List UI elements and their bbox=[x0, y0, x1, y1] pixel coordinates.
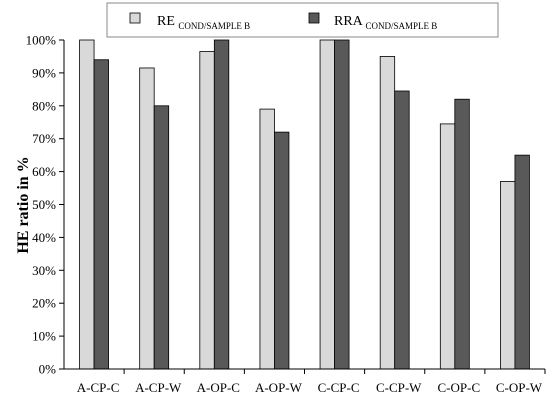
y-tick-label-8: 80% bbox=[32, 98, 56, 113]
bar-C-OP-W-series-1 bbox=[500, 181, 516, 370]
bar-C-OP-W-series-2 bbox=[514, 154, 530, 370]
y-tick-label-2: 20% bbox=[32, 296, 56, 311]
x-tick-label-7: C-OP-W bbox=[496, 380, 543, 395]
bar-C-OP-C-series-1 bbox=[439, 123, 456, 370]
plot-area: 0% 10% 20% 30% 40% 50% 60% 70% 80% 90% 100% A-CP-C A… bbox=[26, 33, 546, 395]
bar-C-CP-W-series-2 bbox=[394, 90, 410, 370]
bar-C-CP-C-series-2 bbox=[334, 39, 350, 370]
legend-label-series-2: RRA COND/SAMPLE B bbox=[334, 14, 437, 31]
y-tick-label-5: 50% bbox=[32, 197, 56, 212]
bar-A-CP-C-series-2 bbox=[93, 59, 109, 370]
legend-name-series-1: RE bbox=[157, 14, 175, 29]
legend-label-series-1: RE COND/SAMPLE B bbox=[157, 14, 250, 31]
x-tick-label-0: A-CP-C bbox=[77, 380, 120, 395]
y-tick-label-4: 40% bbox=[32, 230, 56, 245]
legend-subscript-series-1: COND/SAMPLE B bbox=[178, 21, 250, 31]
y-tick-label-0: 0% bbox=[39, 362, 57, 377]
x-tick-label-1: A-CP-W bbox=[135, 380, 182, 395]
bar-C-OP-C-series-2 bbox=[454, 98, 470, 370]
legend-box bbox=[106, 2, 499, 38]
x-tick-label-6: C-OP-C bbox=[438, 380, 481, 395]
bar-C-CP-W-series-1 bbox=[379, 56, 396, 370]
x-tick-label-4: C-CP-C bbox=[318, 380, 360, 395]
y-tick-label-9: 90% bbox=[32, 65, 56, 80]
legend-swatch-series-1 bbox=[129, 12, 141, 24]
bar-A-OP-C-series-1 bbox=[199, 51, 215, 370]
x-tick-label-5: C-CP-W bbox=[376, 380, 422, 395]
legend-swatch-series-2 bbox=[308, 12, 320, 24]
legend-name-series-2: RRA bbox=[334, 14, 364, 29]
x-tick-label-3: A-OP-W bbox=[255, 380, 303, 395]
legend-item-series-1: RE COND/SAMPLE B bbox=[129, 12, 250, 31]
x-tick-label-2: A-OP-C bbox=[197, 380, 240, 395]
y-tick-label-6: 60% bbox=[32, 164, 56, 179]
bar-A-OP-C-series-2 bbox=[213, 39, 230, 370]
legend: RE COND/SAMPLE B RRA COND/SAMPLE B bbox=[106, 2, 499, 38]
bar-A-CP-W-series-1 bbox=[139, 67, 155, 370]
y-tick-label-3: 30% bbox=[32, 263, 56, 278]
bar-A-CP-W-series-2 bbox=[153, 105, 170, 370]
bar-C-CP-C-series-1 bbox=[319, 39, 335, 370]
legend-item-series-2: RRA COND/SAMPLE B bbox=[308, 12, 437, 31]
y-tick-label-10: 100% bbox=[26, 33, 57, 48]
y-axis-title: HE ratio in % bbox=[15, 156, 32, 253]
legend-subscript-series-2: COND/SAMPLE B bbox=[366, 21, 438, 31]
bar-A-OP-W-series-1 bbox=[259, 108, 275, 370]
bar-A-CP-C-series-1 bbox=[79, 39, 95, 370]
y-tick-label-1: 10% bbox=[32, 329, 56, 344]
bar-A-OP-W-series-2 bbox=[274, 131, 290, 370]
y-tick-label-7: 70% bbox=[32, 131, 56, 146]
